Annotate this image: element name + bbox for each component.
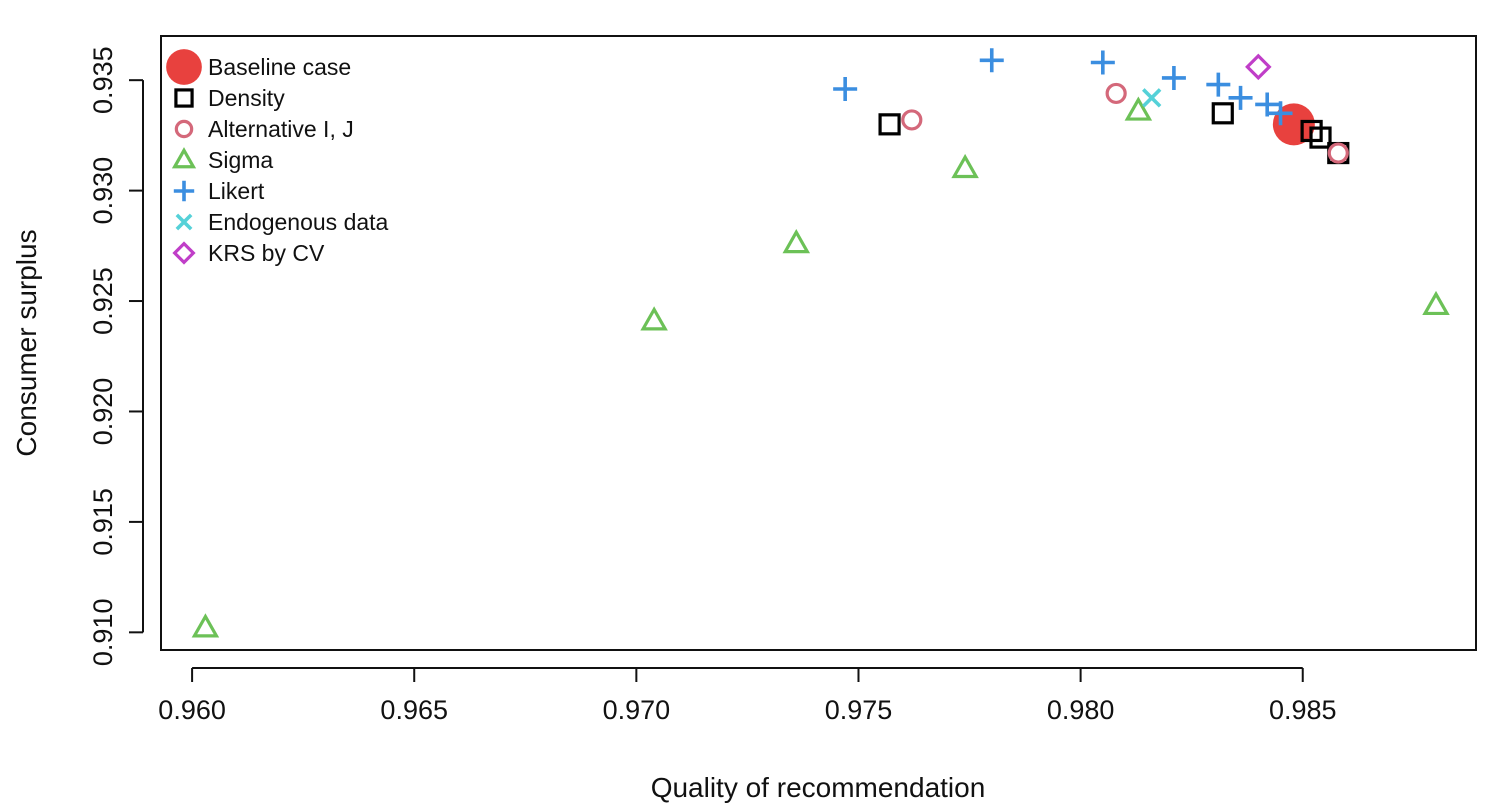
plot-frame: [160, 35, 1477, 651]
x-axis-title: Quality of recommendation: [651, 772, 986, 803]
x-tick-label: 0.960: [158, 695, 226, 725]
likert-point: [1161, 65, 1186, 90]
x-tick-label: 0.965: [380, 695, 448, 725]
legend-label-likert: Likert: [208, 178, 265, 204]
y-tick-label: 0.920: [88, 378, 118, 446]
y-tick-label: 0.910: [88, 599, 118, 667]
likert-point: [1228, 85, 1253, 110]
sigma-point: [951, 153, 979, 179]
likert-point: [1206, 72, 1231, 97]
sigma-point: [782, 228, 811, 254]
endogenous-data-point: [1142, 88, 1162, 108]
legend-label-alternative-i-j: Alternative I, J: [208, 116, 354, 142]
likert-point: [1090, 50, 1115, 75]
legend-label-endogenous-data: Endogenous data: [208, 209, 389, 235]
y-tick-label: 0.925: [88, 267, 118, 335]
density-point: [1309, 126, 1332, 149]
likert-point: [979, 48, 1004, 73]
alternative-i-j-point: [901, 109, 923, 131]
legend-marker-krs-by-cv: [172, 241, 196, 265]
legend-label-krs-by-cv: KRS by CV: [208, 240, 325, 266]
sigma-point: [191, 613, 220, 638]
y-tick-label: 0.930: [88, 157, 118, 225]
legend-marker-alternative-i-j: [174, 119, 194, 139]
density-point: [878, 113, 901, 136]
legend-marker-density: [174, 88, 194, 108]
y-tick-label: 0.915: [88, 488, 118, 556]
likert-point: [1255, 92, 1280, 117]
legend-marker-sigma: [171, 147, 197, 169]
x-tick-label: 0.985: [1269, 695, 1337, 725]
legend: Baseline case Density Alternative I, J Sigm…: [166, 49, 389, 266]
legend-marker-baseline-case: [166, 49, 202, 85]
legend-label-sigma: Sigma: [208, 147, 273, 173]
y-axis: 0.910 0.915 0.920 0.925 0.930 0.935: [88, 46, 144, 667]
alternative-i-j-point: [1105, 82, 1127, 105]
data-points: [191, 48, 1450, 638]
likert-point: [833, 77, 858, 102]
sigma-point: [640, 306, 668, 331]
sigma-point: [1422, 290, 1450, 316]
legend-label-density: Density: [208, 85, 285, 111]
density-point: [1211, 102, 1234, 125]
krs-by-cv-point: [1245, 53, 1272, 81]
likert-point: [1268, 101, 1293, 126]
legend-marker-endogenous-data: [175, 213, 193, 231]
x-tick-label: 0.975: [825, 695, 893, 725]
sigma-point: [1124, 96, 1153, 121]
alternative-i-j-point: [1327, 142, 1349, 164]
legend-marker-likert: [173, 180, 195, 202]
x-tick-label: 0.980: [1047, 695, 1115, 725]
y-tick-label: 0.935: [88, 46, 118, 114]
legend-label-baseline-case: Baseline case: [208, 54, 351, 80]
y-axis-title: Consumer surplus: [11, 229, 42, 456]
x-axis: 0.960 0.965 0.970 0.975 0.980 0.985: [158, 667, 1337, 725]
x-tick-label: 0.970: [603, 695, 671, 725]
